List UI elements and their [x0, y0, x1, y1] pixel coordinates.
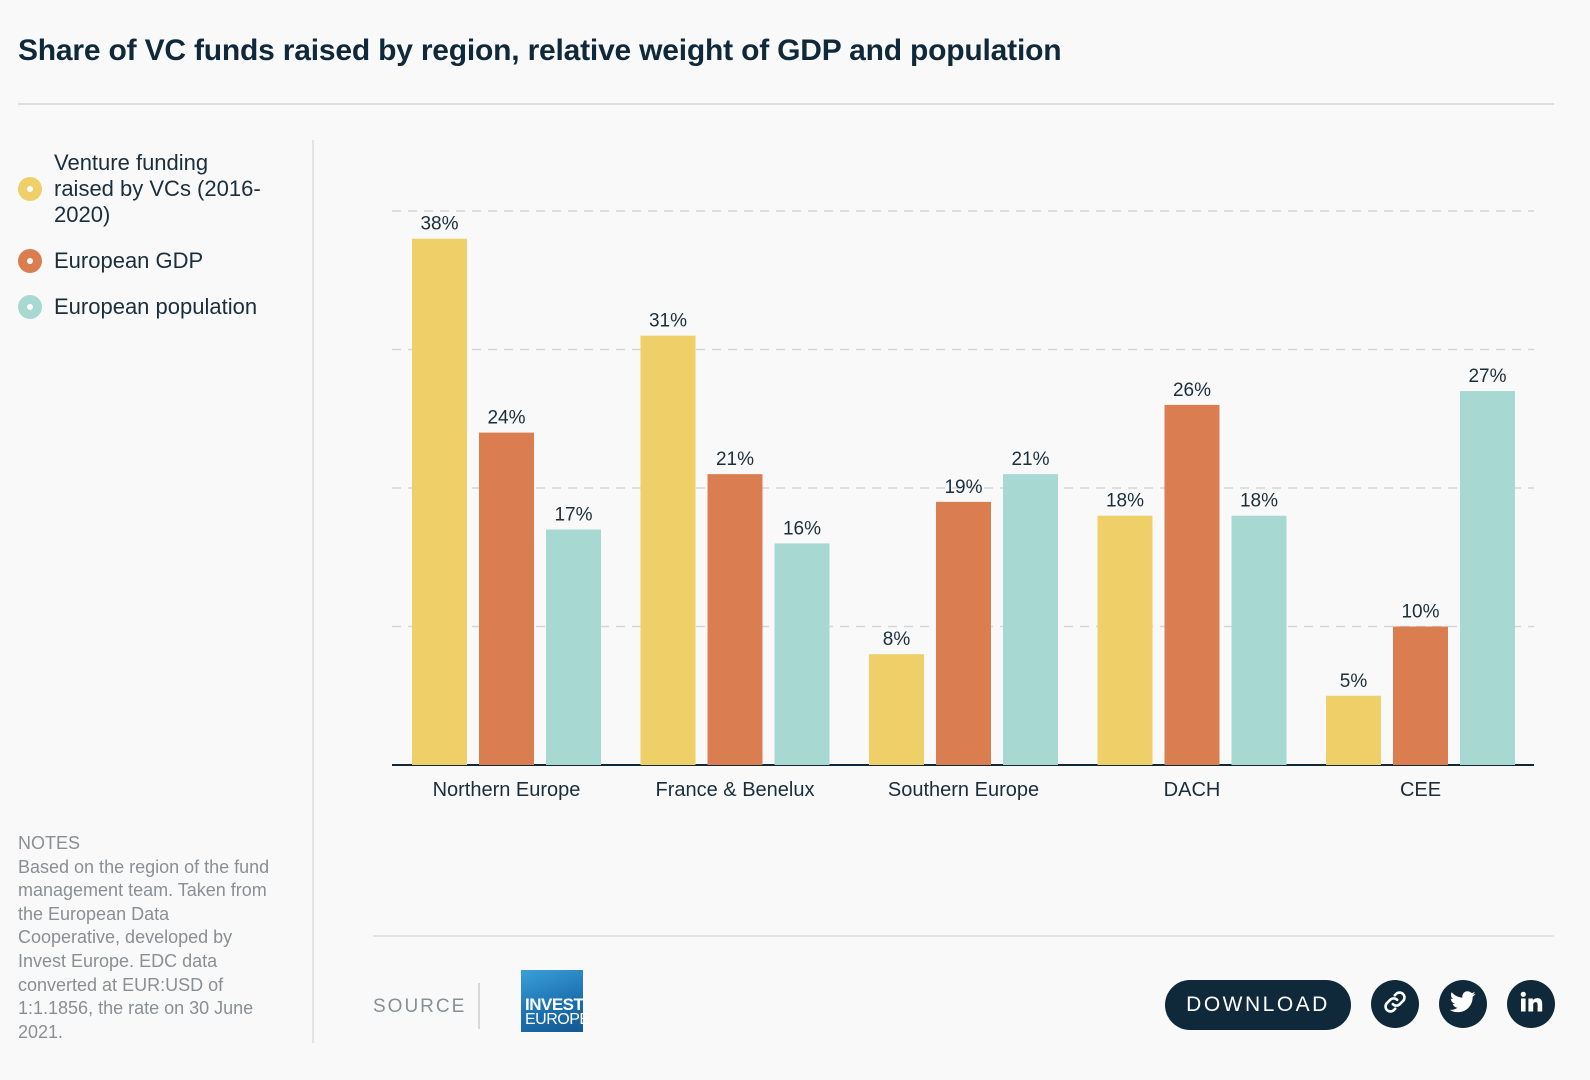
category-label: France & Benelux	[656, 779, 815, 801]
bar[interactable]	[640, 335, 696, 765]
twitter-icon	[1449, 990, 1476, 1018]
logo-text-line1: INVEST	[525, 995, 584, 1014]
bar-value-label: 5%	[1340, 671, 1368, 692]
notes-text: Based on the region of the fund manageme…	[18, 856, 270, 1042]
bar-value-label: 24%	[487, 408, 525, 429]
bar[interactable]	[1164, 404, 1220, 765]
bar-value-label: 31%	[649, 311, 687, 332]
bar[interactable]	[479, 432, 534, 765]
bar[interactable]	[869, 654, 924, 765]
legend-label-gdp: European GDP	[54, 248, 204, 273]
category-label: DACH	[1164, 779, 1221, 801]
source-separator	[478, 983, 480, 1029]
bar-value-label: 18%	[1240, 491, 1278, 512]
bar[interactable]	[1460, 391, 1515, 765]
legend-label-population: European population	[54, 294, 258, 319]
bar[interactable]	[774, 543, 830, 765]
bars-layer	[412, 238, 1515, 766]
bar[interactable]	[1003, 474, 1058, 765]
category-label: Northern Europe	[433, 779, 581, 801]
bar-value-label: 17%	[554, 505, 592, 526]
bar[interactable]	[1393, 626, 1448, 766]
bar-value-label: 38%	[420, 214, 458, 235]
legend-item-gdp[interactable]: European GDP	[18, 248, 298, 274]
bar[interactable]	[936, 501, 991, 765]
copy-link-button[interactable]	[1371, 980, 1419, 1028]
twitter-share-button[interactable]	[1439, 980, 1487, 1028]
legend-swatch-population	[18, 295, 42, 319]
linkedin-icon	[1519, 990, 1543, 1019]
bar-chart: 38% 24% 17% 31% 21% 16% 8% 19% 21% 18% 26% 18% 5% 10%…	[392, 210, 1534, 801]
bar-value-label: 18%	[1106, 491, 1144, 512]
legend-swatch-vc-funding	[18, 177, 42, 201]
source-label: SOURCE	[373, 996, 467, 1017]
legend-swatch-gdp	[18, 249, 42, 273]
bar[interactable]	[1097, 515, 1153, 765]
chart-title: Share of VC funds raised by region, rela…	[18, 34, 1062, 67]
notes-title: NOTES	[18, 833, 81, 853]
bar[interactable]	[1231, 515, 1287, 765]
download-button[interactable]: DOWNLOAD	[1165, 980, 1351, 1030]
bar-value-label: 19%	[944, 477, 982, 498]
bar[interactable]	[546, 529, 601, 765]
bar-value-label: 16%	[783, 518, 821, 539]
bar[interactable]	[412, 238, 467, 765]
legend-item-vc-funding[interactable]: Venture funding raised by VCs (2016-2020…	[18, 150, 298, 228]
title-divider	[18, 103, 1554, 105]
legend: Venture funding raised by VCs (2016-2020…	[18, 150, 298, 340]
notes: NOTES Based on the region of the fund ma…	[18, 832, 273, 1044]
bar-value-label: 21%	[716, 449, 754, 470]
bar-value-label: 8%	[883, 629, 911, 650]
sidebar-divider	[312, 140, 314, 1043]
bar-value-label: 27%	[1468, 366, 1506, 387]
value-labels-layer: 38% 24% 17% 31% 21% 16% 8% 19% 21% 18% 26% 18% 5% 10%…	[420, 214, 1506, 692]
logo-text-line2: EUROPE	[525, 1011, 590, 1028]
bar-value-label: 21%	[1011, 449, 1049, 470]
bar[interactable]	[707, 474, 763, 765]
link-icon	[1382, 989, 1408, 1020]
bar-value-label: 26%	[1173, 380, 1211, 401]
bar[interactable]	[1326, 695, 1381, 765]
category-labels-layer: Northern Europe France & Benelux Southern …	[433, 779, 1442, 801]
legend-label-vc-funding: Venture funding raised by VCs (2016-2020…	[54, 150, 261, 227]
legend-item-population[interactable]: European population	[18, 294, 298, 320]
invest-europe-logo[interactable]: INVEST EUROPE	[521, 970, 590, 1032]
bar-value-label: 10%	[1401, 602, 1439, 623]
category-label: CEE	[1400, 779, 1441, 801]
category-label: Southern Europe	[888, 779, 1039, 801]
linkedin-share-button[interactable]	[1507, 980, 1555, 1028]
footer-divider	[373, 935, 1554, 937]
